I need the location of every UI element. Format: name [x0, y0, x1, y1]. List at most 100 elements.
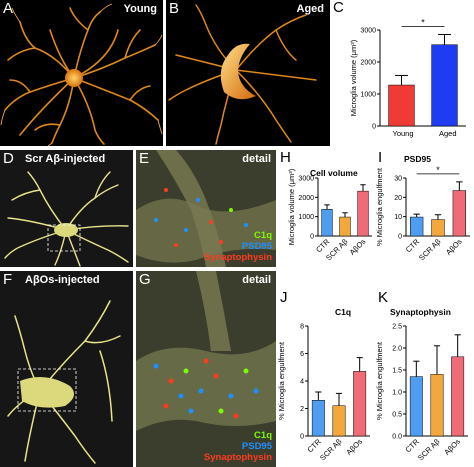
panel-f-abo-injected: F AβOs-injected	[0, 271, 133, 467]
y-tick-label: 2.0	[392, 346, 402, 353]
chart-j-c1q: J C1q 0 2 4 6 8 % Microglia engulfment CTR SCR …	[277, 289, 376, 467]
y-tick-label: 4	[300, 379, 304, 386]
x-tick-label: SCR Aβ	[416, 437, 442, 463]
x-tick-label: CTR	[404, 237, 422, 255]
panel-b-aged-microglia: B Aged	[166, 0, 330, 146]
y-tick-label: 10	[394, 214, 402, 221]
panel-letter: H	[280, 149, 291, 166]
x-tick-label: Aged	[439, 129, 457, 138]
bar	[353, 371, 367, 437]
y-tick-label: 3000	[360, 28, 376, 35]
y-tick-label: 3000	[298, 176, 314, 183]
scr-injected-microglia-image	[4, 171, 129, 267]
panel-letter: B	[169, 0, 180, 17]
chart-title: PSD95	[404, 154, 431, 164]
y-tick-label: 1.0	[392, 390, 402, 397]
panel-letter: F	[3, 271, 13, 288]
legend-psd95: PSD95	[241, 441, 272, 452]
panel-title: detail	[242, 153, 271, 165]
panel-letter: A	[3, 0, 14, 17]
legend-c1q: C1q	[254, 430, 272, 441]
chart-k-svg: 0.0 0.5 1.0 1.5 2.0 2.5 % Microglia engulfment…	[375, 324, 468, 463]
bar	[431, 219, 445, 237]
legend-synaptophysin: Synaptophysin	[203, 252, 272, 263]
bar	[339, 216, 351, 237]
y-tick-label: 6	[300, 351, 304, 358]
y-tick-label: 0	[310, 234, 314, 241]
panel-e-scr-detail: E detail C1q PSD95 Synaptophysin	[136, 150, 276, 267]
bar	[430, 374, 444, 437]
panel-letter: I	[378, 149, 383, 166]
x-tick-label: AβOs	[442, 437, 462, 457]
bar	[388, 84, 415, 127]
bar	[311, 400, 325, 437]
abo-detail-image	[136, 271, 276, 431]
legend-psd95: PSD95	[241, 241, 272, 252]
y-axis-label: Microglia volume (μm³)	[349, 39, 358, 116]
y-tick-label: 2000	[298, 195, 314, 202]
y-tick-label: 2	[300, 406, 304, 413]
bar	[410, 216, 424, 237]
x-tick-label: AβOs	[348, 237, 368, 257]
panel-letter: E	[139, 150, 150, 167]
panel-letter: J	[280, 289, 288, 306]
y-axis-label: % Microglia engulfment	[375, 341, 384, 420]
panel-letter: G	[139, 271, 151, 288]
panel-title: Young	[123, 3, 157, 15]
bar	[452, 190, 466, 237]
chart-c-microglia-volume: C 0 1000 2000 3000 Microglia volume (μm³) You…	[333, 0, 474, 146]
y-tick-label: 0.0	[392, 434, 402, 441]
x-tick-label: CTR	[305, 437, 323, 455]
y-tick-label: 2000	[360, 60, 376, 67]
x-tick-label: SCR Aβ	[318, 437, 344, 463]
aged-microglia-image	[168, 4, 317, 145]
panel-g-abo-detail: G detail C1q PSD95 Synaptophysin	[136, 271, 276, 467]
scr-detail-image	[136, 150, 276, 267]
chart-k-synaptophysin: K Synaptophysin 0.0 0.5 1.0 1.5 2.0 2.5 % Micr…	[375, 289, 474, 467]
legend: C1q PSD95 Synaptophysin	[204, 430, 272, 463]
y-tick-label: 1000	[360, 92, 376, 99]
chart-title: Cell volume	[310, 168, 358, 178]
x-tick-label: AβOs	[444, 237, 464, 257]
chart-title: Synaptophysin	[390, 307, 451, 317]
bar	[431, 44, 458, 127]
panel-letter: K	[378, 289, 389, 306]
y-axis-label: Microglia volume (μm³)	[287, 168, 296, 245]
panel-d-scr-injected: D Scr Aβ-injected	[0, 150, 133, 267]
young-microglia-image	[0, 3, 163, 146]
panel-a-young-microglia: A Young	[0, 0, 163, 146]
abo-injected-microglia-image	[7, 300, 121, 464]
legend-synaptophysin: Synaptophysin	[203, 452, 272, 463]
legend: C1q PSD95 Synaptophysin	[204, 230, 272, 263]
x-tick-label: CTR	[403, 437, 421, 455]
abo-detail-puncta	[153, 358, 259, 419]
y-tick-label: 30	[394, 176, 402, 183]
significance-star: *	[436, 165, 440, 175]
x-tick-label: SCR Aβ	[417, 237, 443, 263]
bar	[332, 405, 346, 437]
chart-h-cell-volume: H Cell volume 0 1000 2000 3000 Microglia vol…	[280, 150, 376, 267]
y-tick-label: 0	[398, 234, 402, 241]
y-tick-label: 2.5	[392, 324, 402, 331]
bar	[451, 356, 465, 437]
bar	[409, 376, 423, 437]
legend-c1q: C1q	[254, 230, 272, 241]
chart-title: C1q	[335, 307, 352, 317]
y-tick-label: 1.5	[392, 368, 402, 375]
y-tick-label: 0.5	[392, 412, 402, 419]
y-tick-label: 0	[300, 434, 304, 441]
y-tick-label: 1000	[298, 214, 314, 221]
x-tick-label: Young	[393, 129, 414, 138]
significance-star: *	[421, 17, 425, 27]
panel-letter: C	[333, 0, 344, 16]
chart-i-psd95: I PSD95 0 10 20 30 % Microglia engulfment CTR…	[375, 149, 474, 267]
panel-title: detail	[242, 274, 271, 286]
y-tick-label: 20	[394, 195, 402, 202]
panel-title: Aged	[296, 3, 325, 15]
y-tick-label: 8	[300, 324, 304, 331]
x-tick-label: AβOs	[344, 437, 364, 457]
